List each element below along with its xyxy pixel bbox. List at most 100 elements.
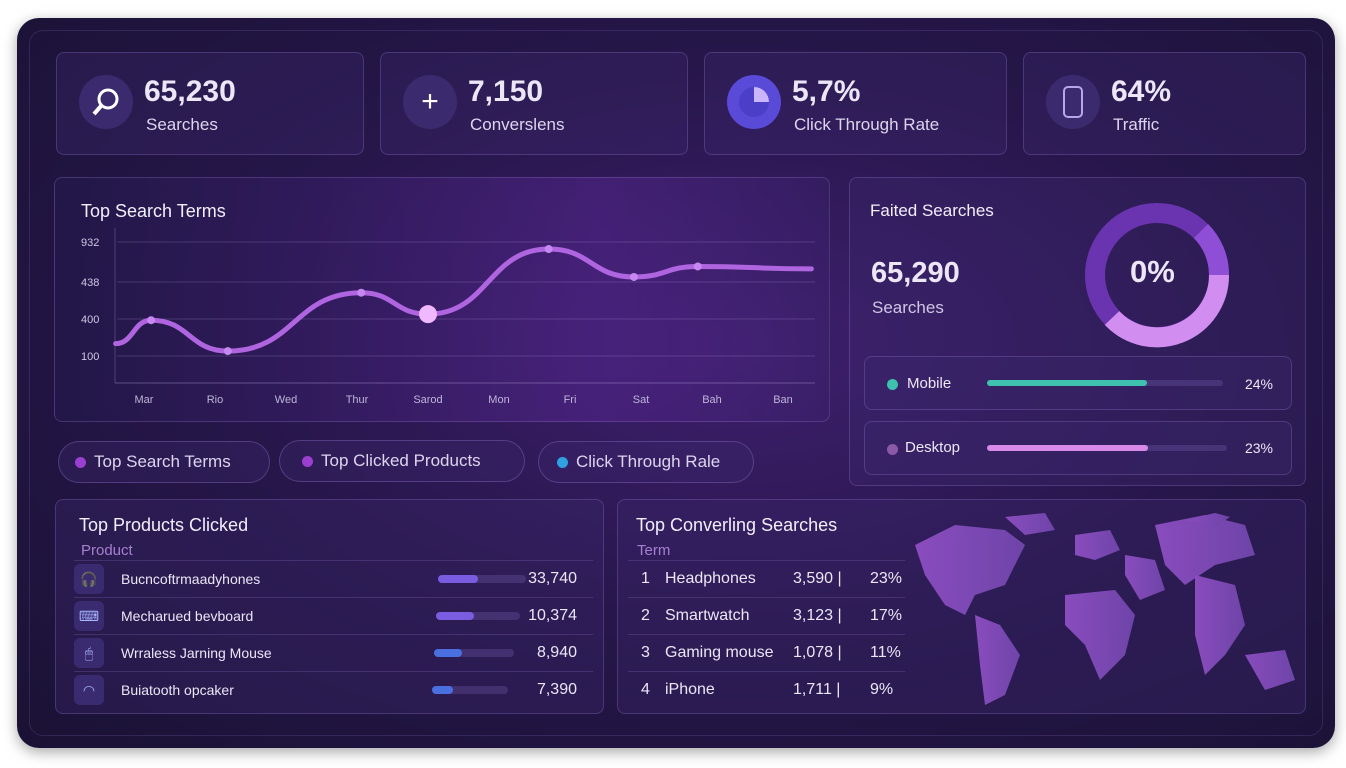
filter-top-clicked-products[interactable]: Top Clicked Products bbox=[279, 440, 525, 482]
converting-row[interactable]: 4 iPhone 1,711 | 9% bbox=[628, 671, 905, 708]
chart-title: Top Search Terms bbox=[81, 201, 226, 221]
product-bar bbox=[432, 686, 508, 694]
rank: 4 bbox=[641, 681, 650, 698]
pct: 17% bbox=[870, 607, 903, 624]
x-tick-label: Sat bbox=[633, 394, 650, 406]
device-desktop[interactable]: Desktop 23% bbox=[864, 421, 1292, 475]
failed-searches-panel: Faited Searches 65,290 Searches 0% Mobil… bbox=[849, 177, 1306, 486]
x-tick-label: Thur bbox=[346, 394, 369, 406]
device-name: Mobile bbox=[907, 375, 952, 392]
filter-top-search-terms[interactable]: Top Search Terms bbox=[58, 441, 270, 483]
count: 3,123 | bbox=[793, 607, 842, 624]
kpi-traffic[interactable]: 64% Traffic bbox=[1023, 52, 1306, 155]
data-point bbox=[629, 272, 638, 281]
term: Gaming mouse bbox=[665, 644, 774, 661]
search-icon bbox=[79, 75, 133, 129]
kpi-label: Click Through Rate bbox=[794, 115, 940, 134]
series-line bbox=[113, 246, 814, 354]
x-tick-label: Wed bbox=[275, 394, 297, 406]
data-point bbox=[147, 316, 156, 325]
failed-title: Faited Searches bbox=[870, 201, 994, 220]
data-point bbox=[544, 245, 553, 254]
product-name: Wrraless Jarning Mouse bbox=[121, 645, 272, 661]
kpi-label: Converslens bbox=[470, 115, 565, 134]
product-clicks: 7,390 bbox=[536, 681, 577, 698]
kpi-value: 65,230 bbox=[144, 75, 236, 108]
kpi-label: Traffic bbox=[1113, 115, 1160, 134]
mouse-icon: 🖱 bbox=[74, 638, 104, 668]
product-row[interactable]: 🖱 Wrraless Jarning Mouse 8,940 bbox=[74, 634, 593, 671]
top-products-panel: Top Products Clicked Product 🎧 Bucncoftr… bbox=[55, 499, 604, 714]
device-pct: 23% bbox=[1244, 440, 1273, 456]
products-header: Product bbox=[81, 542, 133, 559]
converting-row[interactable]: 3 Gaming mouse 1,078 | 11% bbox=[628, 634, 905, 671]
device-pct: 24% bbox=[1244, 376, 1273, 392]
converting-header: Term bbox=[637, 542, 671, 559]
x-tick-label: Sarod bbox=[413, 394, 442, 406]
pie-icon bbox=[727, 75, 781, 129]
data-point bbox=[357, 288, 366, 297]
mobile-dot bbox=[887, 379, 898, 390]
filter-dot bbox=[75, 456, 86, 468]
plus-icon: + bbox=[403, 75, 457, 129]
failed-donut bbox=[1085, 203, 1230, 348]
kpi-searches[interactable]: 65,230 Searches bbox=[56, 52, 364, 155]
product-clicks: 10,374 bbox=[528, 607, 577, 624]
filter-click-through-rate[interactable]: Click Through Rale bbox=[538, 441, 754, 483]
top-search-terms-chart: Top Search Terms 100 400 438 932 Mar Rio Wed Th… bbox=[54, 177, 830, 422]
pct: 9% bbox=[870, 681, 894, 698]
x-tick-label: Fri bbox=[564, 394, 577, 406]
failed-label: Searches bbox=[872, 298, 944, 317]
x-tick-label: Mar bbox=[135, 394, 154, 406]
data-point bbox=[419, 305, 437, 324]
phone-icon bbox=[1046, 75, 1100, 129]
speaker-icon: ◠ bbox=[74, 675, 104, 705]
filter-label: Top Clicked Products bbox=[321, 451, 481, 470]
product-bar bbox=[436, 612, 520, 620]
x-tick-label: Ban bbox=[773, 394, 793, 406]
device-mobile[interactable]: Mobile 24% bbox=[864, 356, 1292, 410]
filter-dot bbox=[557, 456, 568, 468]
kpi-value: 5,7% bbox=[792, 75, 861, 108]
term: Headphones bbox=[665, 570, 756, 587]
donut-label: 0% bbox=[1130, 254, 1175, 289]
pct: 11% bbox=[870, 644, 901, 661]
product-bar bbox=[434, 649, 514, 657]
rank: 1 bbox=[641, 570, 650, 587]
product-clicks: 33,740 bbox=[528, 570, 577, 587]
world-map bbox=[915, 513, 1295, 705]
count: 3,590 | bbox=[793, 570, 842, 587]
y-tick-label: 400 bbox=[81, 314, 99, 326]
kpi-conversions[interactable]: + 7,150 Converslens bbox=[380, 52, 688, 155]
device-name: Desktop bbox=[905, 439, 961, 456]
headphones-icon: 🎧 bbox=[74, 564, 104, 594]
filter-label: Top Search Terms bbox=[94, 452, 231, 471]
x-tick-label: Mon bbox=[488, 394, 509, 406]
dashboard-border bbox=[29, 30, 1323, 736]
converting-row[interactable]: 2 Smartwatch 3,123 | 17% bbox=[628, 597, 905, 634]
pct: 23% bbox=[870, 570, 903, 587]
product-bar bbox=[438, 575, 526, 583]
device-bar bbox=[987, 380, 1223, 386]
data-point bbox=[693, 262, 702, 271]
x-tick-label: Bah bbox=[702, 394, 722, 406]
term: Smartwatch bbox=[665, 607, 750, 624]
kpi-ctr[interactable]: 5,7% Click Through Rate bbox=[704, 52, 1007, 155]
filter-dot bbox=[302, 455, 313, 467]
product-name: Mecharued bevboard bbox=[121, 608, 254, 624]
kpi-value: 7,150 bbox=[468, 75, 544, 108]
top-converting-panel: Top Converling Searches Term 1 Headphone… bbox=[617, 499, 1306, 714]
product-row[interactable]: 🎧 Bucncoftrmaadyhones 33,740 bbox=[74, 560, 593, 597]
failed-value: 65,290 bbox=[871, 257, 960, 289]
x-tick-label: Rio bbox=[207, 394, 224, 406]
product-clicks: 8,940 bbox=[536, 644, 577, 661]
y-tick-label: 438 bbox=[81, 277, 99, 289]
product-row[interactable]: ⌨ Mecharued bevboard 10,374 bbox=[74, 597, 593, 634]
count: 1,711 | bbox=[793, 681, 841, 698]
converting-row[interactable]: 1 Headphones 3,590 | 23% bbox=[628, 560, 905, 597]
product-row[interactable]: ◠ Buiatooth opcaker 7,390 bbox=[74, 671, 593, 708]
product-name: Buiatooth opcaker bbox=[121, 682, 234, 698]
count: 1,078 | bbox=[793, 644, 842, 661]
keyboard-icon: ⌨ bbox=[74, 601, 104, 631]
term: iPhone bbox=[665, 681, 715, 698]
